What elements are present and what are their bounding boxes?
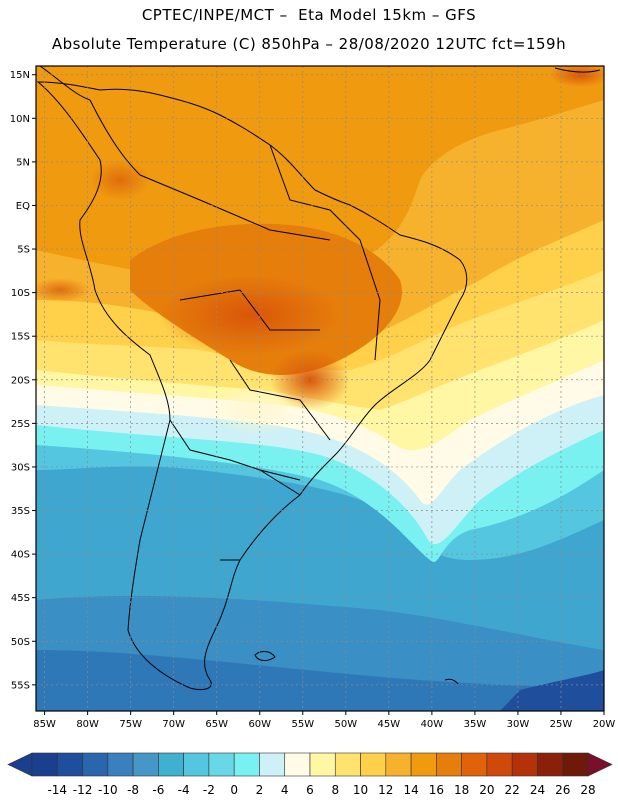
colorbar-swatch	[82, 752, 109, 777]
colorbar-label: 16	[429, 783, 444, 797]
colorbar: -14 -12 -10 -8 -6 -4 -2 0 2 4 6 8 10 12 14 16 18 20 22 24 26…	[7, 752, 613, 797]
lat-label: 20S	[11, 375, 30, 386]
colorbar-label: -6	[152, 783, 164, 797]
lon-label: 70W	[162, 719, 185, 730]
lon-label: 40W	[421, 719, 444, 730]
colorbar-swatch	[309, 752, 336, 777]
colorbar-label: 6	[306, 783, 314, 797]
colorbar-label: 8	[331, 783, 339, 797]
colorbar-swatch	[385, 752, 412, 777]
colorbar-label: 18	[454, 783, 469, 797]
colorbar-swatch	[107, 752, 134, 777]
latitude-labels: 15N 10N 5N EQ 5S 10S 15S 20S 25S 30S 35S 40S 45S 50S 5…	[10, 70, 30, 691]
lon-label: 20W	[593, 719, 616, 730]
colorbar-swatch	[233, 752, 260, 777]
colorbar-swatch	[56, 752, 83, 777]
lat-label: 40S	[11, 550, 30, 561]
colorbar-swatch	[259, 752, 286, 777]
lat-label: 10S	[11, 288, 30, 299]
colorbar-label: 22	[505, 783, 520, 797]
colorbar-swatch	[537, 752, 564, 777]
colorbar-label: -12	[73, 783, 93, 797]
longitude-labels: 85W 80W 75W 70W 65W 60W 55W 50W 45W 40W 35W 30W 25W 2…	[33, 719, 615, 730]
colorbar-swatch	[284, 752, 311, 777]
lat-label: 55S	[11, 680, 30, 691]
colorbar-label: 2	[256, 783, 264, 797]
lat-label: EQ	[16, 201, 30, 212]
colorbar-swatch	[410, 752, 437, 777]
lon-label: 35W	[464, 719, 487, 730]
colorbar-label: 20	[479, 783, 494, 797]
lon-label: 25W	[550, 719, 573, 730]
lat-label: 5N	[16, 157, 30, 168]
colorbar-swatch	[208, 752, 235, 777]
lon-label: 80W	[76, 719, 99, 730]
map-frame	[35, 65, 605, 712]
colorbar-label: 14	[403, 783, 418, 797]
lat-label: 15N	[10, 70, 30, 81]
chart-title-line-1: CPTEC/INPE/MCT – Eta Model 15km – GFS	[141, 6, 477, 24]
colorbar-swatch	[511, 752, 538, 777]
colorbar-label: -14	[47, 783, 67, 797]
colorbar-extend-high	[587, 752, 613, 777]
colorbar-extend-low	[7, 752, 33, 777]
lon-label: 55W	[291, 719, 314, 730]
lat-label: 10N	[10, 114, 30, 125]
colorbar-swatch	[461, 752, 488, 777]
colorbar-swatch	[334, 752, 361, 777]
lat-label: 45S	[11, 593, 30, 604]
lat-label: 35S	[11, 506, 30, 517]
colorbar-swatch	[158, 752, 184, 777]
colorbar-label: 12	[378, 783, 393, 797]
colorbar-swatch	[562, 752, 589, 777]
lon-label: 30W	[507, 719, 530, 730]
lon-label: 85W	[33, 719, 56, 730]
lon-label: 65W	[205, 719, 228, 730]
colorbar-label: -10	[98, 783, 118, 797]
colorbar-swatch	[183, 752, 210, 777]
lat-label: 30S	[11, 462, 30, 473]
lat-label: 25S	[11, 419, 30, 430]
temperature-map: 15N 10N 5N EQ 5S 10S 15S 20S 25S 30S 35S 40S 45S 50S 5…	[10, 65, 615, 730]
lat-label: 15S	[11, 332, 30, 343]
colorbar-label: 24	[530, 783, 545, 797]
lon-label: 50W	[335, 719, 358, 730]
colorbar-swatch	[360, 752, 387, 777]
colorbar-swatch	[31, 752, 58, 777]
colorbar-label: 26	[555, 783, 570, 797]
colorbar-label: 0	[230, 783, 238, 797]
axis-ticks	[32, 74, 605, 715]
colorbar-swatch	[132, 752, 159, 777]
colorbar-label: -2	[203, 783, 215, 797]
colorbar-label: -4	[178, 783, 190, 797]
colorbar-swatch	[436, 752, 462, 777]
colorbar-swatch	[486, 752, 513, 777]
colorbar-label: 28	[580, 783, 595, 797]
continent-outlines	[36, 66, 601, 691]
temperature-field	[36, 66, 604, 711]
lat-label: 5S	[17, 245, 30, 256]
colorbar-label: -8	[127, 783, 139, 797]
lon-label: 75W	[119, 719, 142, 730]
chart-title-line-2: Absolute Temperature (C) 850hPa – 28/08/…	[51, 35, 567, 53]
colorbar-label: 4	[281, 783, 289, 797]
lon-label: 45W	[378, 719, 401, 730]
lon-label: 60W	[248, 719, 271, 730]
colorbar-label: 10	[353, 783, 368, 797]
lat-label: 50S	[11, 637, 30, 648]
